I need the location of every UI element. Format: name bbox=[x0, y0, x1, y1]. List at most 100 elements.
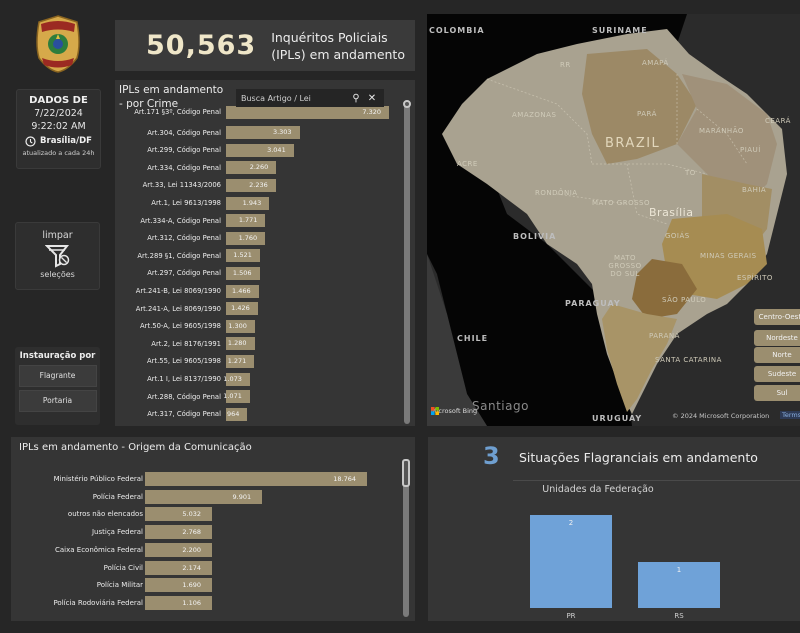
kpi-label-line1: Inquéritos Policiais bbox=[271, 29, 388, 45]
crime-row-label: Art.50-A, Lei 9605/1998 bbox=[140, 322, 221, 331]
origin-bar[interactable]: 9.901 bbox=[145, 489, 263, 504]
map-label-chile: CHILE bbox=[457, 334, 489, 343]
origin-bar[interactable]: 2.768 bbox=[145, 525, 212, 540]
crime-bar[interactable]: 1.271 bbox=[226, 354, 255, 368]
search-icon[interactable]: ⚲ bbox=[352, 92, 360, 104]
region-nordeste-button[interactable]: Nordeste bbox=[754, 330, 800, 346]
crime-row-label: Art.2, Lei 8176/1991 bbox=[151, 339, 221, 348]
origin-scrollbar-thumb[interactable] bbox=[402, 459, 410, 487]
crime-bar-value: 2.260 bbox=[249, 163, 269, 172]
crime-bar[interactable]: 3.303 bbox=[226, 126, 300, 140]
origin-row[interactable]: Justiça Federal 2.768 bbox=[11, 524, 212, 540]
crime-row[interactable]: Art.33, Lei 11343/2006 2.236 bbox=[115, 177, 276, 193]
origin-bar-value: 5.032 bbox=[182, 510, 201, 519]
region-centro-oeste-button[interactable]: Centro-Oeste bbox=[754, 309, 800, 325]
crime-row-label: Art.1, Lei 9613/1998 bbox=[151, 199, 221, 207]
origin-row[interactable]: Polícia Civil 2.174 bbox=[11, 560, 212, 576]
crime-bar[interactable]: 1.521 bbox=[226, 249, 260, 263]
map-label-roraima: RR bbox=[560, 61, 571, 69]
crime-row[interactable]: Art.317, Código Penal 964 bbox=[115, 406, 248, 422]
origin-bar[interactable]: 5.032 bbox=[145, 507, 212, 522]
origin-row-label: Polícia Rodoviária Federal bbox=[53, 598, 143, 607]
brazil-map[interactable]: COLOMBIA SURINAME BOLIVIA PARAGUAY CHILE… bbox=[427, 14, 800, 426]
crime-bar-value: 1.760 bbox=[238, 233, 258, 242]
crime-row[interactable]: Art.304, Código Penal 3.303 bbox=[115, 125, 300, 141]
crime-bar[interactable]: 2.260 bbox=[226, 161, 277, 175]
crime-bar[interactable]: 3.041 bbox=[226, 143, 294, 157]
origin-row-label: outros não elencados bbox=[67, 510, 143, 519]
filter-flagrante-button[interactable]: Flagrante bbox=[18, 365, 97, 387]
origin-row-label: Polícia Militar bbox=[96, 581, 143, 590]
uf-bar-value: 1 bbox=[676, 565, 682, 574]
origin-bar[interactable]: 2.200 bbox=[145, 542, 212, 557]
crime-bar[interactable]: 1.506 bbox=[226, 266, 260, 280]
crime-row[interactable]: Art.299, Código Penal 3.041 bbox=[115, 142, 294, 158]
map-terms-link[interactable]: Terms bbox=[780, 411, 800, 419]
crime-bar[interactable]: 1.073 bbox=[223, 372, 250, 386]
crime-scrollbar-thumb[interactable] bbox=[403, 100, 411, 108]
origin-bar[interactable]: 18.764 bbox=[145, 472, 367, 486]
crime-bar-value: 1.073 bbox=[223, 374, 242, 383]
ipls-by-origin-panel: IPLs em andamento - Origem da Comunicaçã… bbox=[11, 437, 415, 621]
crime-bar[interactable]: 1.760 bbox=[226, 231, 266, 245]
origin-row[interactable]: Ministério Público Federal 18.764 bbox=[11, 471, 367, 487]
map-label-bahia: BAHIA bbox=[742, 186, 767, 194]
crime-scrollbar[interactable] bbox=[404, 100, 410, 424]
map-label-santiago: Santiago bbox=[472, 399, 529, 413]
filter-portaria-button[interactable]: Portaria bbox=[18, 390, 97, 412]
crime-bar-value: 3.303 bbox=[272, 128, 292, 137]
crime-row[interactable]: Art.289 §1, Código Penal 1.521 bbox=[115, 248, 260, 264]
origin-row[interactable]: Polícia Militar 1.690 bbox=[11, 577, 212, 593]
region-sul-button[interactable]: Sul bbox=[754, 385, 800, 401]
crime-bar-value: 1.300 bbox=[228, 321, 247, 330]
origin-row[interactable]: Polícia Rodoviária Federal 1.106 bbox=[11, 595, 212, 611]
region-sudeste-button[interactable]: Sudeste bbox=[754, 366, 800, 382]
clear-selections-button[interactable]: limpar seleções bbox=[15, 222, 100, 290]
crime-row[interactable]: Art.241-A, Lei 8069/1990 1.426 bbox=[115, 301, 258, 317]
crime-bar[interactable]: 2.236 bbox=[226, 178, 276, 192]
region-norte-button[interactable]: Norte bbox=[754, 347, 800, 363]
crime-bar[interactable]: 1.280 bbox=[226, 337, 255, 351]
map-label-uruguay: URUGUAY bbox=[592, 414, 643, 423]
crime-row[interactable]: Art.1, Lei 9613/1998 1.943 bbox=[115, 195, 270, 211]
crime-row[interactable]: Art.334, Código Penal 2.260 bbox=[115, 160, 277, 176]
crime-bar[interactable]: 1.426 bbox=[226, 302, 258, 316]
origin-scrollbar[interactable] bbox=[403, 459, 409, 617]
origin-bar[interactable]: 2.174 bbox=[145, 560, 212, 575]
crime-bar-value: 1.943 bbox=[242, 198, 262, 207]
uf-bar[interactable] bbox=[638, 561, 720, 608]
origin-row[interactable]: Caixa Econômica Federal 2.200 bbox=[11, 542, 212, 558]
close-icon[interactable]: ✕ bbox=[367, 92, 377, 104]
uf-bar[interactable] bbox=[530, 515, 612, 608]
origin-row[interactable]: outros não elencados 5.032 bbox=[11, 506, 212, 522]
crime-bar[interactable]: 1.466 bbox=[226, 284, 259, 298]
search-input[interactable] bbox=[241, 93, 346, 103]
crime-bar[interactable]: 1.943 bbox=[226, 196, 270, 210]
origin-row-label: Justiça Federal bbox=[91, 528, 143, 537]
crime-row[interactable]: Art.50-A, Lei 9605/1998 1.300 bbox=[115, 318, 255, 334]
crime-row[interactable]: Art.171 §3º, Código Penal 7.320 bbox=[115, 104, 389, 120]
crime-row[interactable]: Art.288, Código Penal 1.071 bbox=[115, 389, 250, 405]
crime-bar[interactable]: 1.300 bbox=[226, 319, 255, 333]
crime-row-label: Art.334-A, Código Penal bbox=[140, 216, 221, 225]
origin-row[interactable]: Polícia Federal 9.901 bbox=[11, 489, 263, 505]
origin-bar-value: 2.200 bbox=[182, 545, 201, 554]
crime-bar[interactable]: 1.771 bbox=[226, 214, 266, 228]
crime-row[interactable]: Art.55, Lei 9605/1998 1.271 bbox=[115, 353, 255, 369]
crime-row[interactable]: Art.334-A, Código Penal 1.771 bbox=[115, 213, 266, 229]
origin-bar[interactable]: 1.690 bbox=[145, 578, 212, 593]
crime-row[interactable]: Art.1 I, Lei 8137/1990 1.073 bbox=[115, 371, 250, 387]
map-label-piaui: PIAUÍ bbox=[740, 146, 761, 154]
crime-bar[interactable]: 1.071 bbox=[223, 390, 250, 404]
policia-federal-badge-logo bbox=[33, 14, 83, 74]
crime-row[interactable]: Art.2, Lei 8176/1991 1.280 bbox=[115, 336, 255, 352]
crime-bar[interactable]: 964 bbox=[226, 407, 248, 421]
origin-bar-value: 1.106 bbox=[182, 598, 201, 607]
crime-row[interactable]: Art.241-B, Lei 8069/1990 1.466 bbox=[115, 283, 259, 299]
origin-bar[interactable]: 1.106 bbox=[145, 595, 212, 610]
uf-bar-category: RS bbox=[674, 612, 684, 620]
crime-row[interactable]: Art.297, Código Penal 1.506 bbox=[115, 265, 260, 281]
clear-label-top: limpar bbox=[42, 230, 73, 241]
crime-row[interactable]: Art.312, Código Penal 1.760 bbox=[115, 230, 266, 246]
crime-bar[interactable]: 7.320 bbox=[226, 105, 389, 119]
